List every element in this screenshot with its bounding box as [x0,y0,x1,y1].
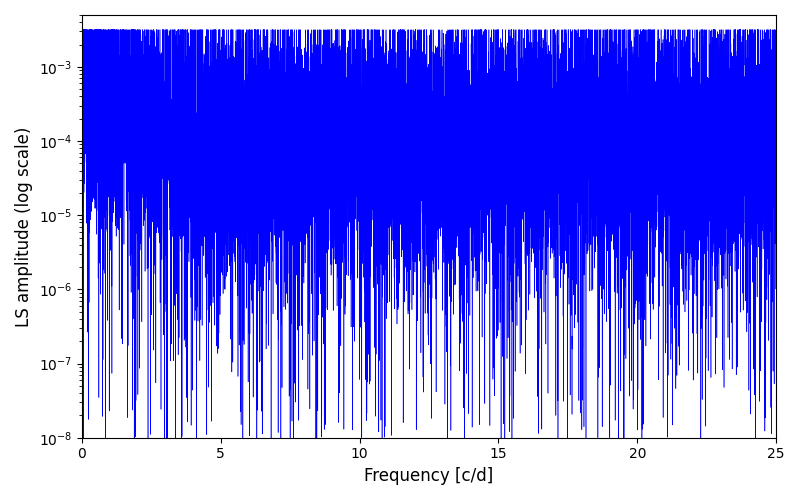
X-axis label: Frequency [c/d]: Frequency [c/d] [364,467,494,485]
Y-axis label: LS amplitude (log scale): LS amplitude (log scale) [15,126,33,326]
